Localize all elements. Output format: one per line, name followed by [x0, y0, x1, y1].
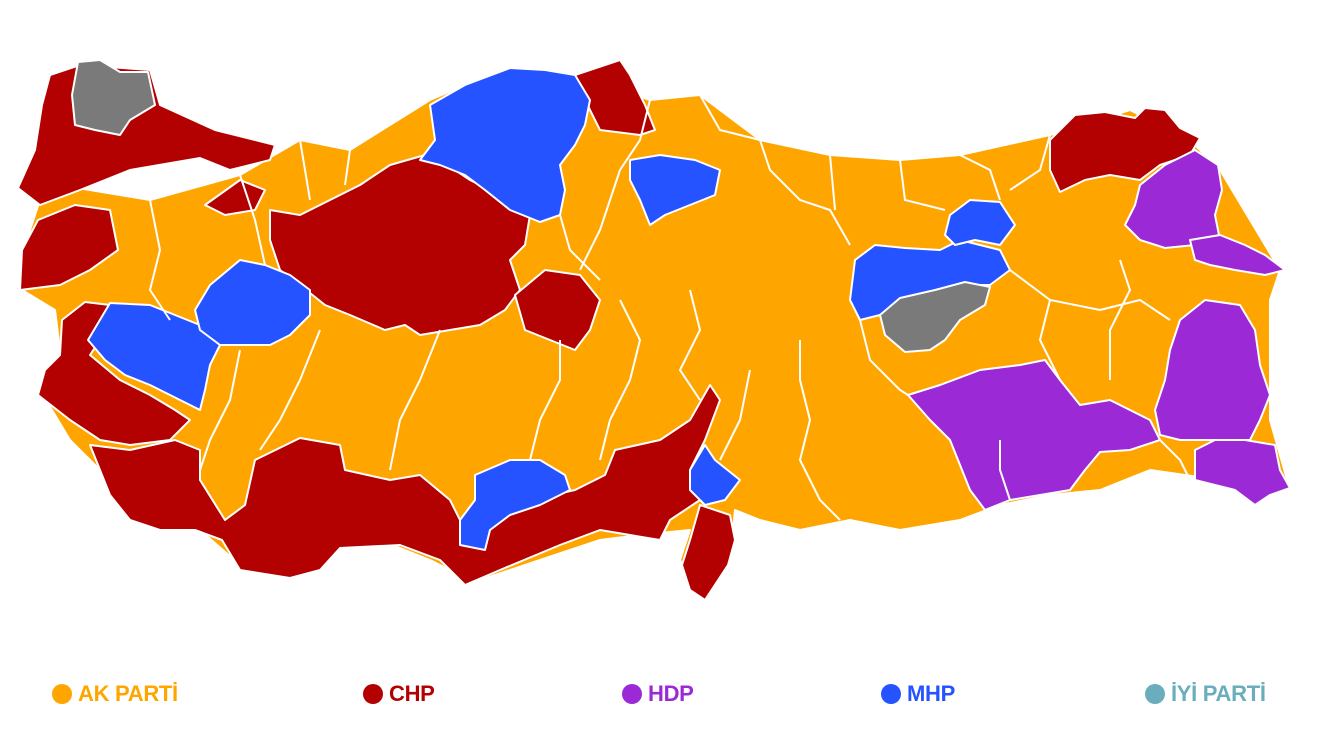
- legend-label-ak-parti: AK PARTİ: [78, 681, 178, 706]
- region-mhp-bayburt: [944, 199, 1016, 246]
- region-mhp-corum: [629, 154, 721, 226]
- region-hdp-igdir: [1189, 234, 1286, 276]
- region-mhp-kutahya: [194, 259, 311, 346]
- region-tunceli: [879, 281, 991, 353]
- legend-item-ak-parti: AK PARTİ: [52, 672, 178, 716]
- province-borders: [148, 94, 1191, 521]
- region-kirklareli: [71, 59, 156, 136]
- legend-dot-chp: [363, 684, 383, 704]
- region-mhp-karaman: [459, 459, 571, 551]
- legend-dot-mhp: [881, 684, 901, 704]
- legend-item-hdp: HDP: [622, 672, 694, 716]
- legend-label-hdp: HDP: [648, 681, 694, 706]
- legend: AK PARTİ CHP HDP MHP İYİ PARTİ: [0, 672, 1322, 716]
- legend-label-chp: CHP: [389, 681, 435, 706]
- region-hatay: [681, 504, 736, 601]
- region-mhp-manisa: [87, 302, 221, 411]
- legend-label-iyi-parti: İYİ PARTİ: [1171, 681, 1266, 706]
- region-ne-chp: [1049, 107, 1201, 193]
- legend-item-mhp: MHP: [881, 672, 955, 716]
- region-mhp-sivas: [849, 239, 1011, 321]
- region-hdp-hakkari: [1194, 439, 1291, 506]
- legend-item-chp: CHP: [363, 672, 435, 716]
- region-sinop: [574, 59, 656, 136]
- legend-dot-hdp: [622, 684, 642, 704]
- region-hdp-southeast: [907, 359, 1161, 511]
- region-mhp-osmaniye: [689, 444, 741, 506]
- legend-dot-ak-parti: [52, 684, 72, 704]
- legend-dot-iyi-parti: [1145, 684, 1165, 704]
- region-kirsehir: [514, 269, 601, 351]
- legend-label-mhp: MHP: [907, 681, 955, 706]
- legend-item-iyi-parti: İYİ PARTİ: [1145, 672, 1266, 716]
- map-svg: [17, 59, 1291, 601]
- region-canakkale: [19, 204, 119, 291]
- turkey-election-map: [17, 59, 1291, 601]
- region-mhp-north: [419, 67, 591, 223]
- region-south-coast: [89, 384, 721, 586]
